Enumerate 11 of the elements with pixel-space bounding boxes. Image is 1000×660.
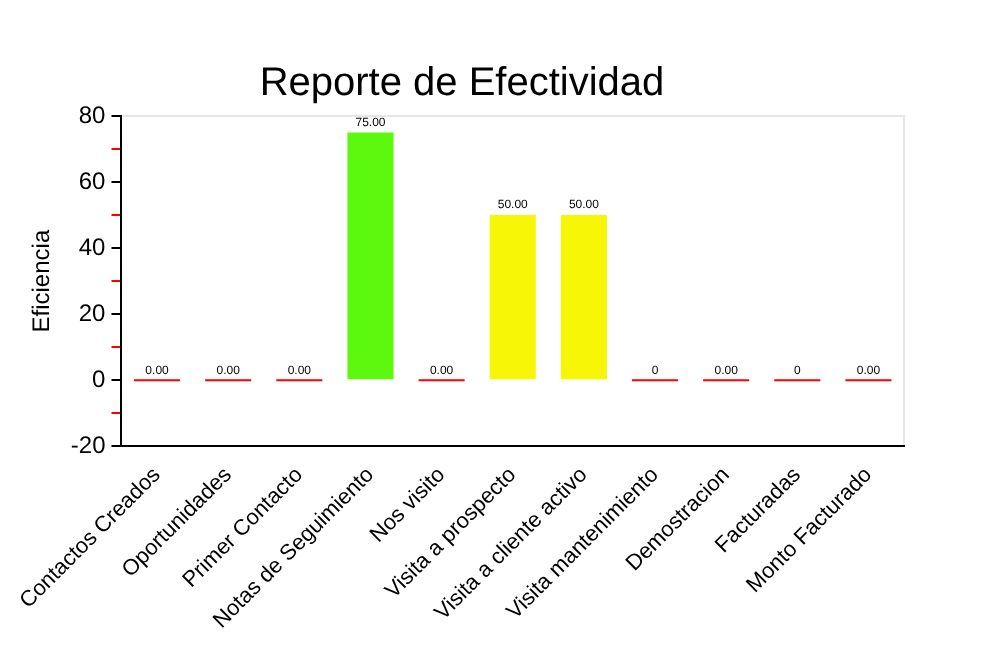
y-tick-label: 40: [78, 232, 107, 261]
y-tick-label: 80: [78, 100, 107, 129]
chart-title: Reporte de Efectividad: [259, 61, 665, 106]
y-tick-label: 0: [92, 364, 107, 393]
bar: [560, 215, 607, 380]
bar: [347, 132, 394, 380]
y-tick-label: 20: [78, 298, 107, 327]
bar: [489, 215, 536, 380]
y-tick-label: 60: [78, 166, 107, 195]
y-tick-label: -20: [70, 430, 107, 459]
y-axis-title: Eficiencia: [27, 229, 56, 333]
